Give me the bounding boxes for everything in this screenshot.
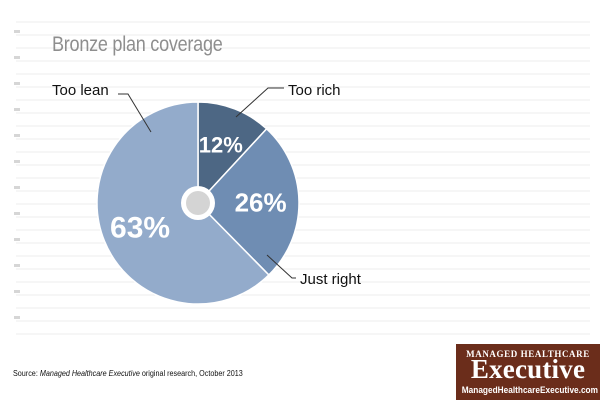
- chart-title: Bronze plan coverage: [52, 33, 223, 56]
- pie-slice-just-right: [196, 127, 300, 277]
- source-note: Source: Managed Healthcare Executive ori…: [13, 369, 243, 378]
- callout-leader-line: [266, 254, 296, 279]
- callout-leader-line: [118, 93, 152, 133]
- slice-value-label: 26%: [235, 187, 287, 217]
- slice-category-label: Too rich: [288, 82, 341, 99]
- binding-mark: [14, 160, 20, 163]
- callout-leader-line: [235, 87, 284, 118]
- binding-mark: [14, 134, 20, 137]
- binding-mark: [14, 316, 20, 319]
- binding-mark: [14, 30, 20, 33]
- slice-category-label: Too lean: [52, 82, 109, 99]
- logo-url-text: ManagedHealthcareExecutive.com: [461, 385, 598, 395]
- source-publication: Managed Healthcare Executive: [39, 369, 140, 378]
- binding-mark: [14, 108, 20, 111]
- slice-value-label: 63%: [110, 212, 170, 245]
- binding-mark: [14, 212, 20, 215]
- source-suffix: original research, October 2013: [139, 369, 243, 378]
- binding-mark: [14, 186, 20, 189]
- source-prefix: Source:: [13, 369, 40, 378]
- pie-center-dot: [186, 191, 210, 215]
- logo-main-text: Executive: [470, 354, 586, 384]
- publisher-logo: Managed Healthcare Executive ManagedHeal…: [456, 344, 600, 400]
- logo-top-text: Managed Healthcare: [466, 349, 590, 359]
- pie-slice-too-rich: [197, 101, 268, 205]
- slice-category-label: Just right: [300, 271, 362, 288]
- binding-mark: [14, 290, 20, 293]
- slice-value-label: 12%: [199, 133, 243, 158]
- binding-mark: [14, 56, 20, 59]
- binding-mark: [14, 82, 20, 85]
- binding-mark: [14, 264, 20, 267]
- torn-binding-edge: [14, 30, 20, 319]
- binding-mark: [14, 238, 20, 241]
